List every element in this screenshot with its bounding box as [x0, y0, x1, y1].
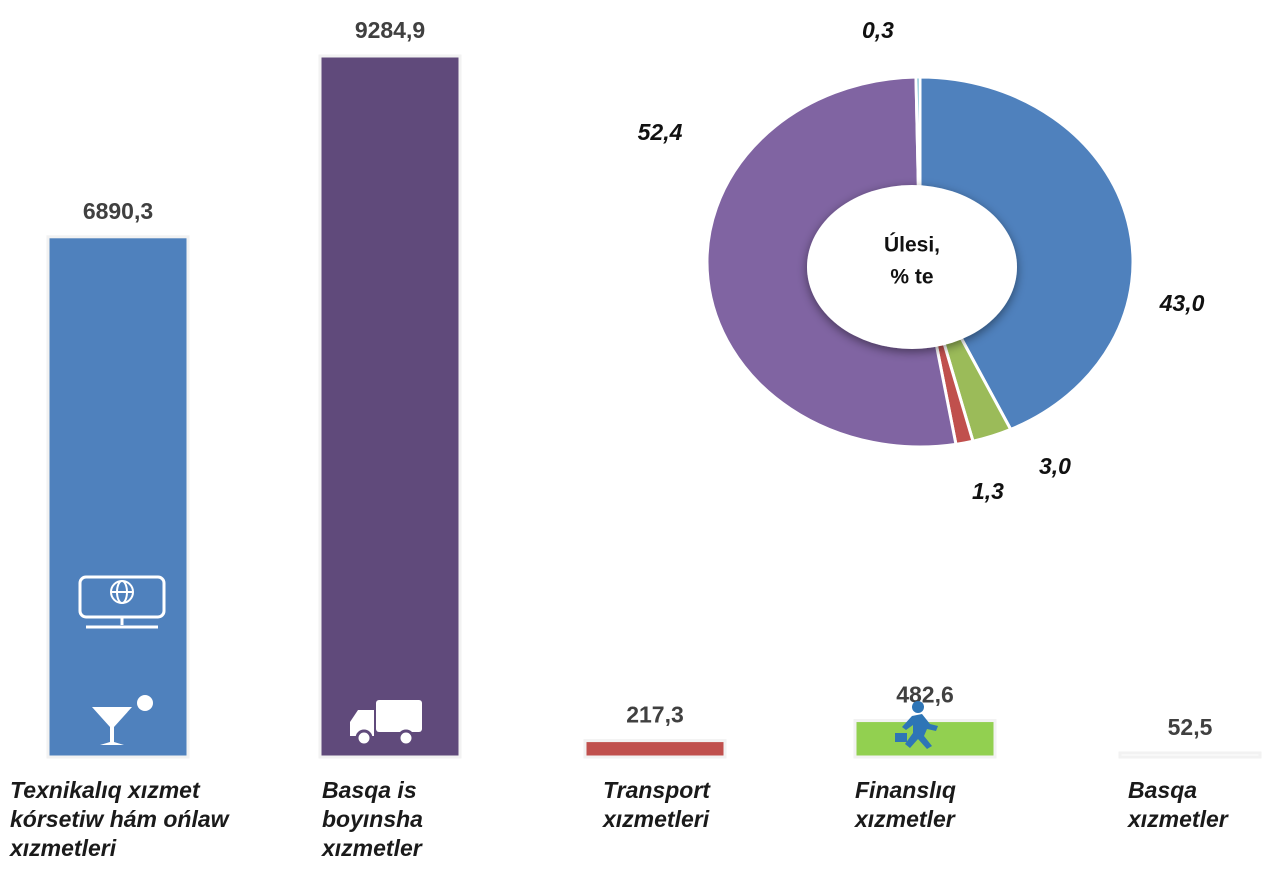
slice-label: 3,0	[1039, 453, 1071, 479]
category-label: Texnikalıq xızmet kórsetiw hám ońlaw xız…	[10, 777, 229, 861]
bar	[318, 54, 462, 759]
monitor-icon	[78, 575, 166, 629]
category-label: Finanslıq xızmetler	[855, 777, 956, 832]
slice-label: 43,0	[1159, 290, 1205, 316]
glass-icon	[92, 695, 153, 745]
bar	[583, 739, 727, 759]
slice-label: 1,3	[972, 478, 1004, 504]
bar	[46, 235, 190, 759]
slice-label: 0,3	[862, 17, 894, 43]
value-label: 217,3	[626, 702, 684, 728]
slice-label: 52,4	[638, 119, 683, 145]
value-label: 52,5	[1168, 714, 1213, 740]
runner-icon	[895, 701, 938, 749]
donut-hole	[807, 185, 1017, 349]
category-label: Transport xızmetleri	[603, 777, 710, 832]
value-label: 482,6	[896, 682, 954, 708]
value-label: 9284,9	[355, 17, 425, 43]
pie-slice	[918, 75, 1135, 432]
category-label: Basqa is boyınsha xızmetler	[322, 777, 423, 861]
bar	[1118, 751, 1262, 759]
value-label: 6890,3	[83, 198, 153, 224]
center-label: % te	[890, 266, 933, 289]
center-label: Úlesi,	[884, 233, 940, 257]
category-label: Basqa xızmetler	[1128, 777, 1228, 832]
truck-icon	[350, 700, 422, 747]
